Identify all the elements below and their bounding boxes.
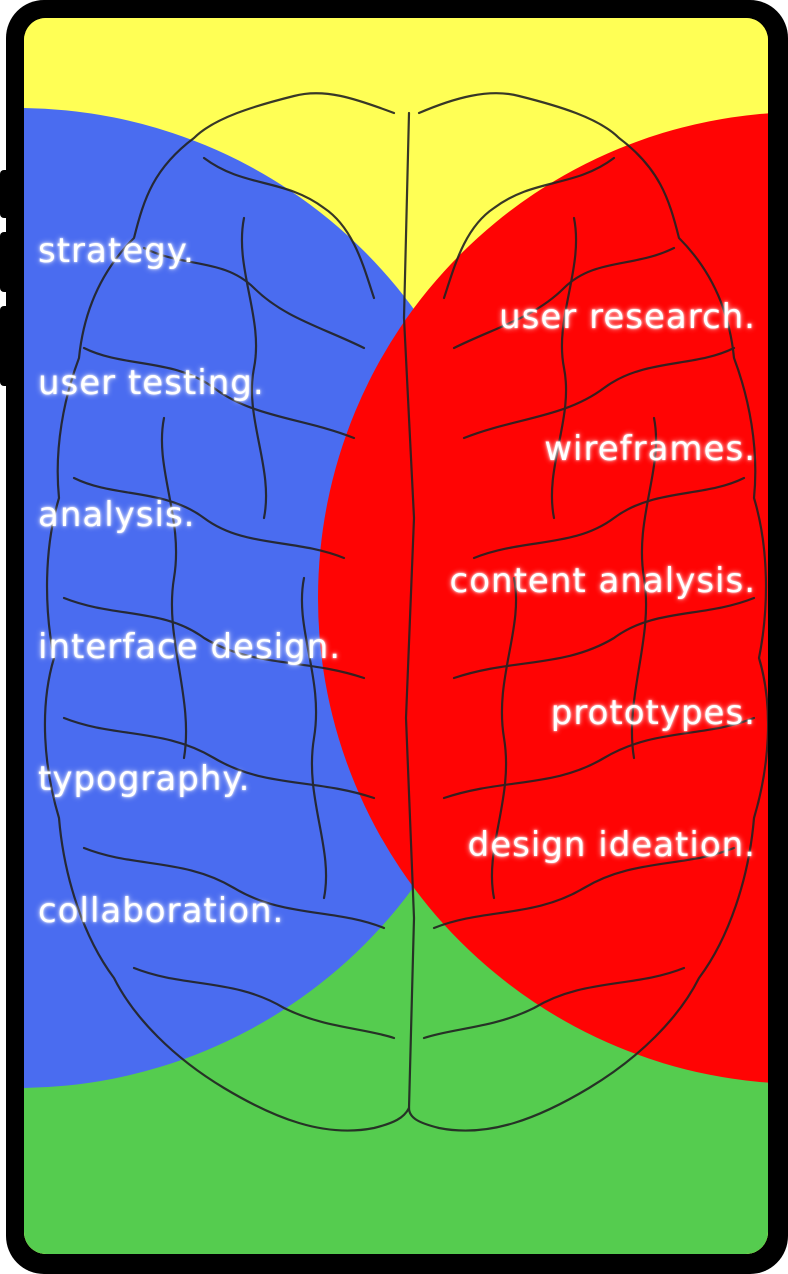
skill-wireframes: wireframes. — [544, 429, 756, 469]
side-button-bottom — [0, 306, 10, 386]
side-button-top — [0, 170, 10, 218]
skill-interface-design: interface design. — [38, 627, 342, 667]
skill-typography: typography. — [38, 759, 251, 799]
skill-user-research: user research. — [499, 297, 756, 337]
skill-prototypes: prototypes. — [550, 693, 756, 733]
skill-analysis: analysis. — [38, 495, 196, 535]
skill-design-ideation: design ideation. — [467, 825, 756, 865]
skill-content-analysis: content analysis. — [449, 561, 756, 601]
screen: strategy. user testing. analysis. interf… — [24, 18, 768, 1254]
brain-outline-icon — [43, 92, 768, 1132]
skill-user-testing: user testing. — [38, 363, 265, 403]
skill-strategy: strategy. — [38, 231, 195, 271]
venn-background — [24, 18, 768, 1254]
skill-collaboration: collaboration. — [38, 891, 285, 931]
side-button-middle — [0, 232, 10, 292]
right-circle — [318, 113, 768, 1083]
